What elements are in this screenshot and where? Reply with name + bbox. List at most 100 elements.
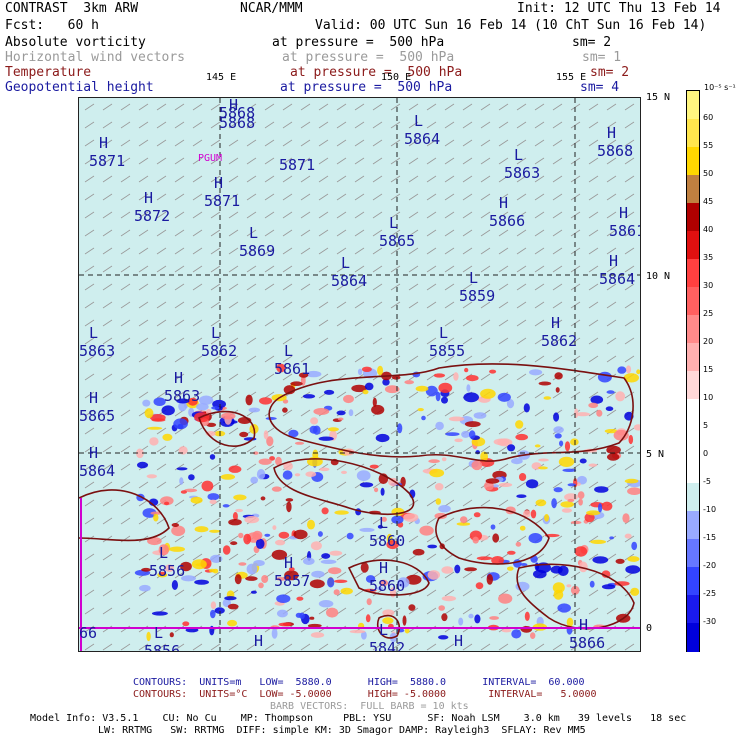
vorticity-blob: [299, 612, 305, 620]
height-center-label: H 5866: [489, 194, 525, 230]
wind-barb: [300, 589, 311, 597]
wind-barb: [336, 571, 347, 579]
vorticity-blob: [284, 570, 299, 581]
colorbar-tick-label: 60: [703, 113, 714, 122]
wind-barb: [84, 445, 95, 453]
wind-barb: [552, 643, 563, 651]
wind-barb: [588, 121, 599, 129]
wind-barb: [444, 409, 455, 417]
height-center-label: H 5871: [204, 174, 240, 210]
height-center-label: 66: [79, 624, 97, 642]
wind-barb: [606, 589, 617, 597]
vorticity-blob: [507, 566, 514, 571]
vorticity-blob: [630, 587, 640, 596]
vorticity-blob: [601, 501, 613, 511]
colorbar-tick-label: -25: [703, 589, 717, 598]
vorticity-blob: [326, 607, 339, 618]
wind-barb: [282, 121, 293, 129]
colorbar-swatch: [687, 343, 699, 372]
wind-barb: [444, 535, 455, 543]
wind-barb: [210, 211, 221, 219]
wind-barb: [462, 499, 473, 507]
wind-barb: [210, 157, 221, 165]
wind-barb: [246, 175, 257, 183]
wind-barb: [84, 427, 95, 435]
wind-barb: [102, 571, 113, 579]
wind-barb: [480, 373, 491, 381]
vorticity-blob: [151, 418, 166, 422]
wind-barb: [462, 175, 473, 183]
wind-barb: [444, 157, 455, 165]
wind-barb: [444, 193, 455, 201]
wind-barb: [408, 607, 419, 615]
wind-barb: [300, 427, 311, 435]
wind-barb: [372, 319, 383, 327]
wind-barb: [534, 157, 545, 165]
lat-label-10n: 10 N: [646, 271, 671, 282]
wind-barb: [426, 643, 437, 651]
wind-barb: [300, 499, 311, 507]
wind-barb: [498, 247, 509, 255]
wind-barb: [102, 211, 113, 219]
wind-barb: [606, 247, 617, 255]
lon-label-150: 150 E: [381, 72, 412, 83]
wind-barb: [264, 103, 275, 111]
height-center-label: H 5868: [597, 124, 633, 160]
vorticity-blob: [196, 403, 209, 411]
vorticity-blob: [206, 422, 217, 427]
wind-barb: [354, 517, 365, 525]
vorticity-blob: [461, 430, 471, 438]
wind-barb: [480, 157, 491, 165]
vorticity-blob: [617, 366, 627, 374]
vorticity-blob: [561, 508, 572, 513]
wind-barb: [426, 409, 437, 417]
wind-barb: [102, 337, 113, 345]
wind-barb: [102, 355, 113, 363]
wind-barb: [372, 499, 383, 507]
wind-barb: [138, 499, 149, 507]
wind-barb: [462, 193, 473, 201]
vorticity-blob: [554, 372, 563, 380]
vorticity-blob: [371, 404, 385, 415]
wind-barb: [120, 139, 131, 147]
wind-barb: [498, 229, 509, 237]
vorticity-blob: [490, 524, 496, 530]
wind-barb: [174, 301, 185, 309]
wind-barb: [210, 121, 221, 129]
init-time: Init: 12 UTC Thu 13 Feb 14: [517, 1, 721, 16]
wind-barb: [606, 607, 617, 615]
vorticity-blob: [419, 525, 434, 536]
contours-temp-info: CONTOURS: UNITS=°C LOW= -5.0000 HIGH= -5…: [133, 689, 597, 700]
vorticity-shading: [134, 363, 640, 643]
wind-barb: [336, 535, 347, 543]
wind-barb: [264, 157, 275, 165]
wind-barb: [174, 211, 185, 219]
wind-barb: [390, 355, 401, 363]
wind-barb: [192, 283, 203, 291]
wind-barb: [588, 553, 599, 561]
wind-barb: [534, 517, 545, 525]
vorticity-blob: [627, 487, 640, 495]
wind-barb: [318, 535, 329, 543]
wind-barb: [228, 427, 239, 435]
vorticity-blob: [377, 524, 383, 529]
wind-barb: [588, 157, 599, 165]
wind-barb: [138, 103, 149, 111]
vorticity-blob: [601, 570, 611, 578]
wind-barb: [264, 301, 275, 309]
vorticity-blob: [290, 381, 303, 387]
vorticity-blob: [311, 570, 325, 578]
field-wind-sm: sm= 1: [582, 50, 622, 65]
vorticity-blob: [438, 505, 451, 513]
vorticity-blob: [227, 603, 239, 610]
wind-barb: [372, 193, 383, 201]
vorticity-blob: [380, 487, 385, 496]
wind-barb: [102, 229, 113, 237]
wind-barb: [282, 355, 293, 363]
wind-barb: [516, 355, 527, 363]
vorticity-blob: [259, 397, 273, 405]
wind-barb: [228, 229, 239, 237]
vorticity-blob: [210, 609, 216, 619]
wind-barb: [354, 193, 365, 201]
